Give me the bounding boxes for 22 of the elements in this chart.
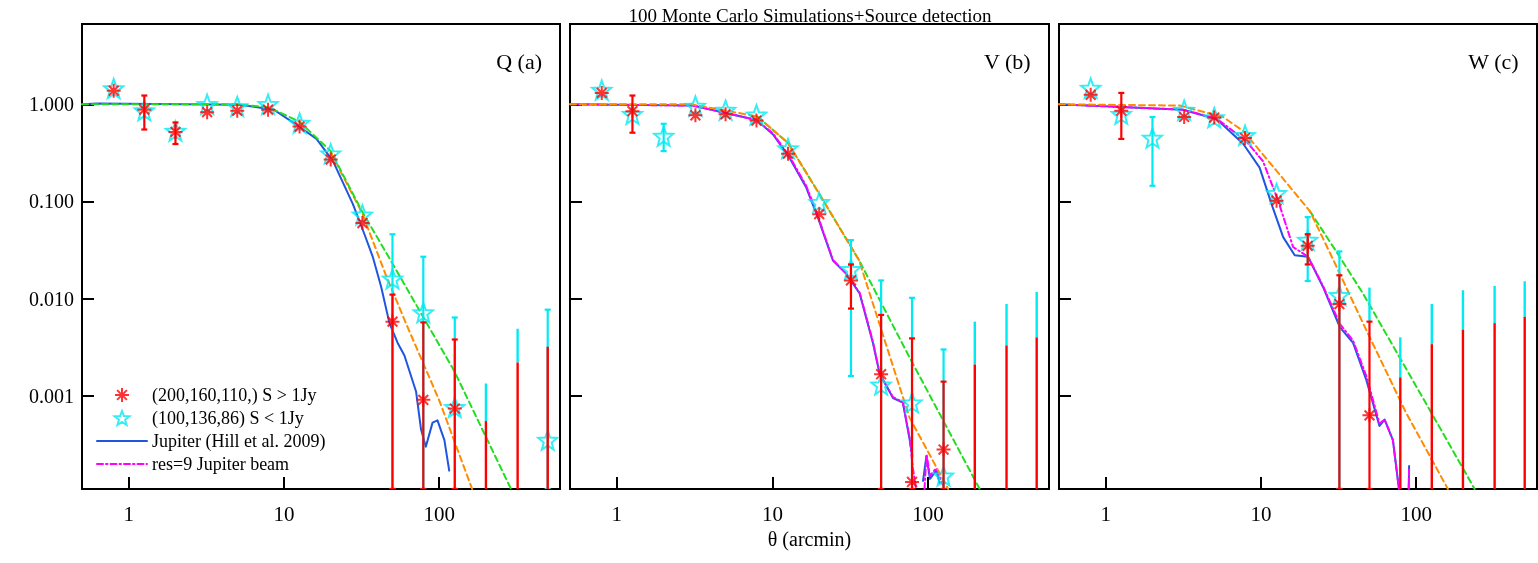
legend-label: (100,136,86) S < 1Jy — [152, 408, 304, 429]
legend-label: (200,160,110,) S > 1Jy — [152, 385, 317, 406]
x-axis-title: θ (arcmin) — [767, 527, 852, 551]
x-tick-label: 100 — [912, 501, 944, 526]
x-tick-label: 100 — [1400, 501, 1432, 526]
legend-label: Jupiter (Hill et al. 2009) — [152, 431, 326, 452]
legend-label: res=9 Jupiter beam — [152, 454, 290, 474]
annotation: W (c) — [1468, 48, 1519, 74]
x-tick-label: 1 — [1100, 501, 1111, 526]
y-tick-label: 0.010 — [29, 287, 74, 310]
x-tick-label: 10 — [1250, 501, 1272, 526]
x-tick-label: 10 — [273, 501, 295, 526]
x-tick-label: 1 — [123, 501, 134, 526]
y-tick-label: 0.100 — [29, 190, 74, 213]
x-tick-label: 10 — [761, 501, 783, 526]
x-tick-label: 100 — [423, 501, 455, 526]
y-tick-label: 0.001 — [29, 384, 74, 407]
chart-title: 100 Monte Carlo Simulations+Source detection — [628, 5, 993, 26]
y-tick-label: 1.000 — [29, 93, 74, 116]
annotation: Q (a) — [496, 48, 543, 74]
x-tick-label: 1 — [611, 501, 623, 526]
annotation: V (b) — [983, 48, 1031, 74]
